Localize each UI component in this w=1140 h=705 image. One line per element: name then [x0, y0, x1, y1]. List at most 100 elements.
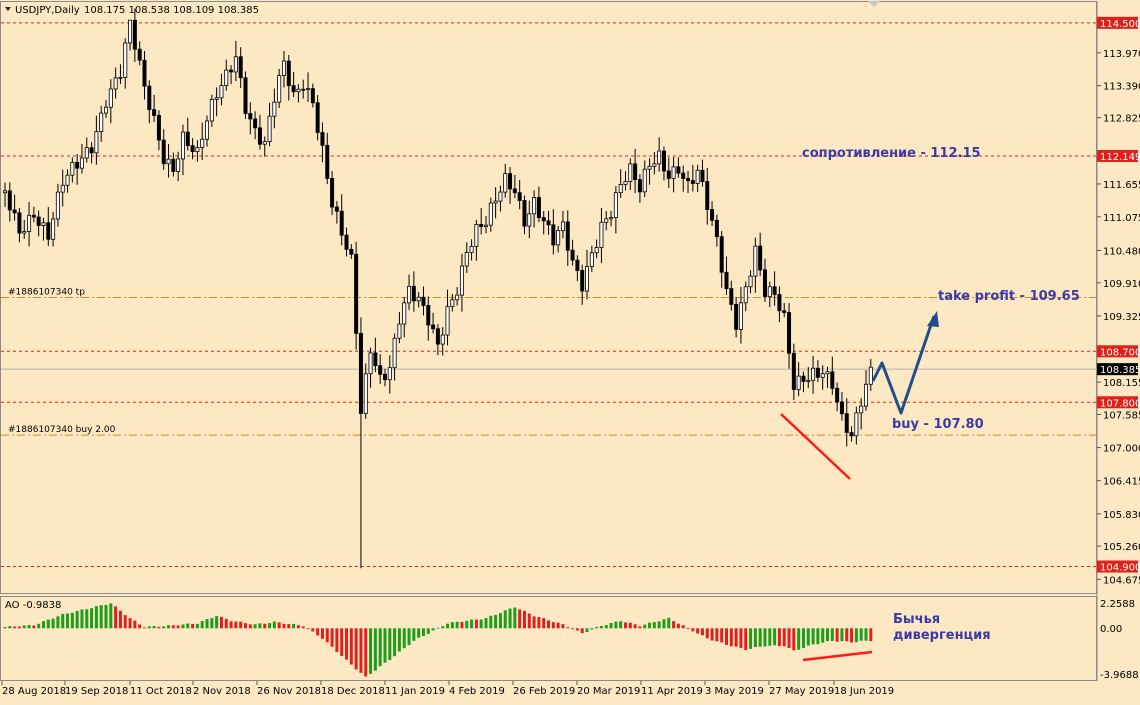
- ao-bar-up: [619, 621, 623, 629]
- ao-bar-down: [850, 628, 854, 643]
- ao-bar-up: [431, 628, 435, 631]
- ao-bar-down: [13, 626, 17, 629]
- ao-bar-up: [292, 623, 296, 629]
- candle-bear: [320, 132, 325, 146]
- buy-annotation[interactable]: buy - 107.80: [892, 417, 984, 432]
- candle-bull: [272, 101, 277, 117]
- candle-bull: [623, 181, 628, 185]
- ao-bar-down: [301, 626, 305, 629]
- ao-bar-up: [99, 605, 103, 629]
- ao-bar-down: [239, 621, 243, 629]
- candle-bull: [267, 115, 272, 142]
- ao-bar-up: [662, 619, 666, 629]
- candle-bear: [710, 209, 715, 221]
- analysis-drawings: сопротивление - 112.15 take profit - 109…: [780, 146, 1080, 662]
- ao-bar-down: [311, 628, 315, 632]
- ao-bar-down: [542, 618, 546, 629]
- ao-bar-up: [51, 618, 55, 629]
- candle-bear: [508, 173, 513, 190]
- ao-bar-down: [792, 628, 796, 651]
- candle-bull: [123, 42, 128, 78]
- ao-bar-up: [801, 628, 805, 649]
- ao-bar-up: [167, 625, 171, 629]
- price-divergence-line[interactable]: [780, 413, 851, 480]
- ao-bar-up: [412, 628, 416, 641]
- ao-bar-up: [109, 603, 113, 629]
- ao-bar-down: [729, 628, 733, 647]
- divergence-annotation-line2[interactable]: дивергенция: [893, 628, 991, 643]
- candle-bull: [94, 131, 99, 154]
- ohlc-values: 108.175 108.538 108.109 108.385: [84, 5, 259, 16]
- candle-bear: [729, 288, 734, 305]
- ao-divergence-line[interactable]: [802, 650, 873, 662]
- candle-bull: [402, 302, 407, 325]
- chart-shift-marker-icon[interactable]: [868, 1, 880, 7]
- ao-bar-down: [359, 628, 363, 673]
- price-tick-label: 113.390: [1103, 82, 1140, 93]
- candle-bear: [147, 85, 152, 111]
- ao-bar-down: [142, 627, 146, 629]
- price-tick-label: 111.075: [1103, 213, 1140, 224]
- candle-bear: [633, 163, 638, 180]
- ao-bar-up: [816, 628, 820, 645]
- ao-bar-up: [465, 620, 469, 629]
- ao-tick-min: -3.9688: [1100, 670, 1139, 681]
- ao-bar-down: [566, 627, 570, 629]
- candle-bull: [128, 19, 133, 44]
- ao-bar-up: [494, 614, 498, 629]
- candle-bull: [748, 275, 753, 288]
- candle-bear: [152, 109, 157, 116]
- ao-bar-up: [768, 628, 772, 646]
- ao-bar-up: [90, 608, 94, 629]
- candle-bull: [671, 166, 676, 179]
- ao-bar-down: [229, 621, 233, 629]
- candle-bear: [411, 285, 416, 302]
- time-axis-label: 20 Mar 2019: [577, 686, 640, 697]
- level-price-badge: [1097, 149, 1138, 162]
- candle-bull: [214, 97, 219, 100]
- candle-bear: [580, 270, 585, 292]
- candle-bear: [344, 234, 349, 250]
- current-price-label: 108.385: [1100, 365, 1140, 376]
- ao-bar-down: [532, 616, 536, 629]
- candle-bear: [637, 179, 642, 193]
- ao-bar-down: [518, 609, 522, 629]
- candle-bull: [647, 165, 652, 170]
- candle-bull: [854, 412, 859, 437]
- candle-bull: [277, 75, 282, 103]
- ao-bar-down: [224, 618, 228, 629]
- candle-bull: [51, 218, 56, 240]
- divergence-annotation-line1[interactable]: Бычья: [893, 612, 940, 627]
- ao-bar-down: [725, 628, 728, 645]
- candle-bear: [301, 88, 306, 91]
- ao-bar-down: [845, 628, 849, 642]
- candle-bull: [99, 112, 104, 132]
- candle-bear: [330, 177, 335, 208]
- ao-bar-down: [345, 628, 349, 660]
- ao-bar-up: [268, 623, 272, 629]
- candle-bear: [787, 312, 792, 354]
- ao-bar-up: [8, 626, 12, 629]
- candle-bull: [695, 169, 700, 184]
- candle-bear: [839, 401, 844, 415]
- candle-bull: [416, 296, 421, 302]
- projected-move-arrow[interactable]: [871, 315, 936, 415]
- candle-bull: [474, 224, 479, 247]
- candle-bull: [599, 221, 604, 248]
- ao-bar-up: [94, 606, 98, 629]
- candle-bear: [171, 158, 176, 172]
- resistance-annotation[interactable]: сопротивление - 112.15: [802, 146, 981, 161]
- ao-indicator-label: AO -0.9838: [5, 600, 61, 611]
- candle-bull: [560, 221, 565, 232]
- candle-bear: [142, 59, 147, 87]
- ao-bar-up: [648, 622, 652, 629]
- order-level-label: #1886107340 tp: [8, 288, 85, 298]
- take-profit-annotation[interactable]: take profit - 109.65: [938, 289, 1080, 304]
- symbol-menu-triangle-icon[interactable]: [5, 7, 11, 11]
- candle-bear: [243, 77, 248, 114]
- ao-bar-up: [859, 628, 863, 641]
- candle-bear: [358, 332, 363, 414]
- ao-bar-down: [325, 628, 329, 643]
- candle-bull: [108, 88, 113, 108]
